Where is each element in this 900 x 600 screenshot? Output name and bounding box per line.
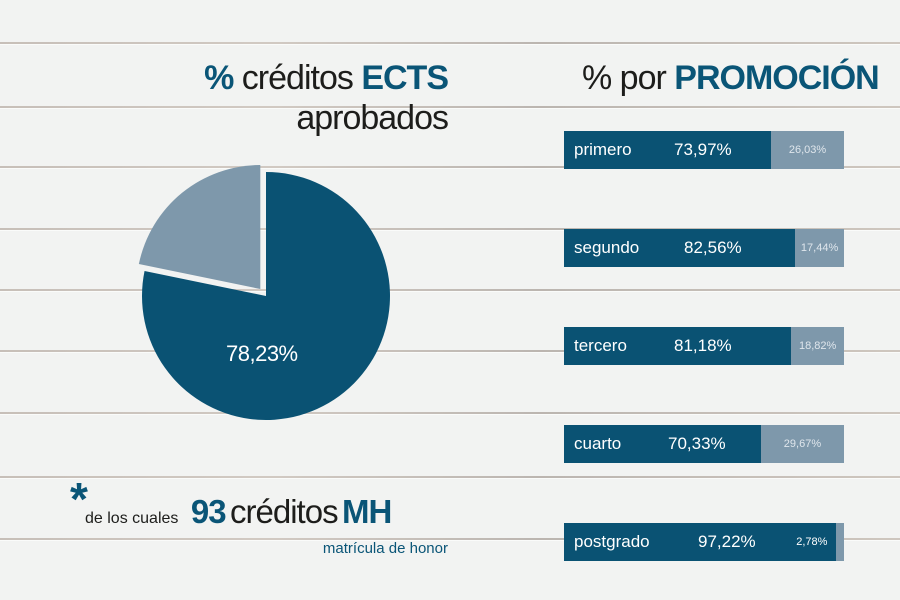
bar-segment-no-aprobados: 29,67% [761, 425, 844, 463]
bar-category-label: tercero [574, 336, 627, 355]
bar-segment-no-aprobados: 2,78% [796, 523, 844, 561]
pie-slice-aprobados [142, 172, 390, 421]
ects-title: % créditos ECTS aprobados [204, 58, 449, 138]
bar-primero: primero 73,97% 26,03% [564, 131, 844, 169]
bar-category-label: postgrado [574, 532, 650, 551]
bar-value-label: 97,22% [698, 532, 756, 551]
title-aprobados: aprobados [296, 99, 449, 137]
bar-value-label: 81,18% [674, 336, 732, 355]
plank-line [0, 476, 900, 479]
mh-number: 93 [190, 493, 227, 530]
bar-category-label: cuarto [574, 434, 622, 453]
pie-percent-label: 78,23% [226, 341, 298, 366]
bar-category-label: primero [574, 140, 632, 159]
mh-credits-line: de los cuales 93 créditos MH [85, 493, 392, 531]
bar-segment-no-aprobados: 26,03% [771, 131, 844, 169]
plank-line [0, 350, 900, 353]
plank-line [0, 106, 900, 109]
plank-line [0, 538, 900, 541]
bar-tercero: tercero 81,18% 18,82% [564, 327, 844, 365]
bar-segundo: segundo 82,56% 17,44% [564, 229, 844, 267]
bar-value-label: 70,33% [668, 434, 726, 453]
bar-rest-label: 18,82% [798, 340, 837, 352]
bar-segment-aprobados: cuarto 70,33% [564, 425, 761, 463]
plank-line [0, 289, 900, 292]
plank-line [0, 228, 900, 231]
bar-segment-aprobados: segundo 82,56% [564, 229, 796, 267]
pie-slice-no-aprobados [138, 165, 261, 290]
bar-segment-aprobados: postgrado 97,22% [564, 523, 837, 561]
bar-category-label: segundo [574, 238, 640, 257]
bar-rest-label: 17,44% [800, 242, 839, 254]
title-ects: ECTS [361, 59, 449, 97]
title-promocion: PROMOCIÓN [674, 59, 879, 97]
bar-rest-label: 26,03% [788, 144, 827, 156]
mh-label: MH [342, 493, 392, 530]
plank-line [0, 166, 900, 169]
title-percent: % [204, 59, 234, 97]
asterisk-icon: * [70, 473, 88, 525]
bar-postgrado: postgrado 97,22% 2,78% [564, 523, 844, 561]
mh-subtitle: matrícula de honor [322, 540, 448, 557]
plank-line [0, 412, 900, 415]
bar-segment-aprobados: tercero 81,18% [564, 327, 792, 365]
bar-cuarto: cuarto 70,33% 29,67% [564, 425, 844, 463]
bar-segment-aprobados: primero 73,97% [564, 131, 772, 169]
mh-creditos: créditos [230, 493, 339, 530]
promocion-title: % por PROMOCIÓN [582, 58, 880, 98]
bar-value-label: 73,97% [674, 140, 732, 159]
plank-line [0, 42, 900, 45]
mh-prefix: de los cuales [85, 510, 179, 527]
bar-segment-no-aprobados: 18,82% [791, 327, 844, 365]
bar-segment-no-aprobados: 17,44% [795, 229, 844, 267]
bar-rest-label: 2,78% [796, 536, 828, 548]
bar-value-label: 82,56% [684, 238, 742, 257]
title-creditos: créditos [241, 59, 354, 97]
title-por: % por [582, 59, 667, 97]
bar-rest-label: 29,67% [783, 438, 822, 450]
